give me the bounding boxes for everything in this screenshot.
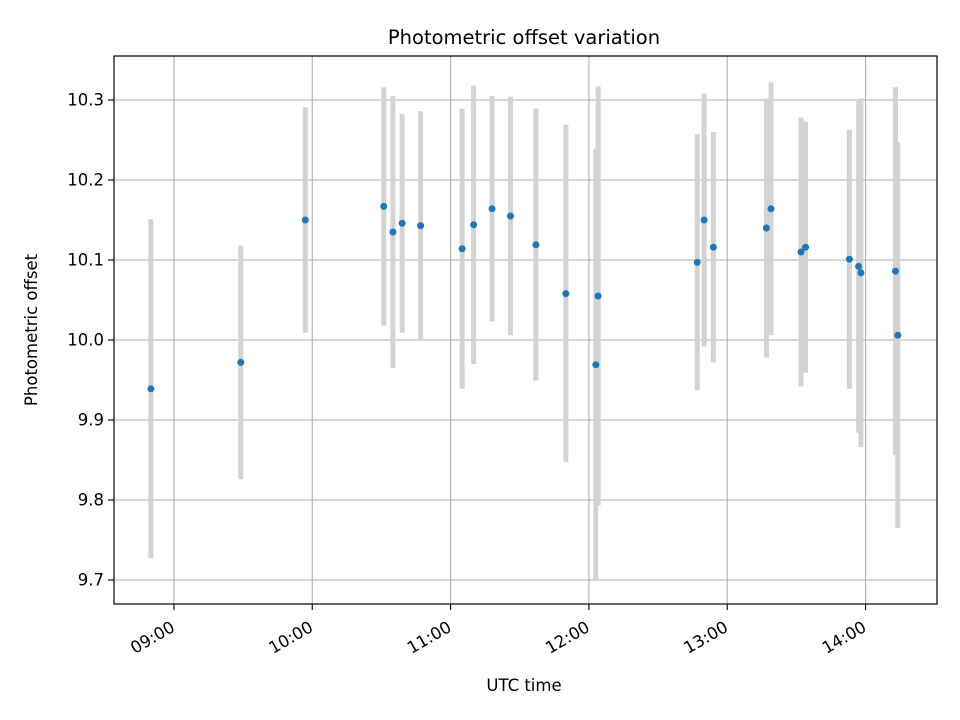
data-point (147, 385, 155, 393)
y-axis-title: Photometric offset (22, 253, 41, 406)
y-tick-label: 10.3 (67, 91, 104, 110)
y-tick-label: 10.1 (67, 251, 104, 270)
x-tick-label: 10:00 (266, 617, 317, 657)
data-point (389, 228, 397, 236)
x-tick-label: 11:00 (404, 617, 455, 657)
data-point (301, 216, 309, 224)
data-point (470, 221, 478, 229)
y-tick-label: 9.8 (78, 491, 104, 510)
data-point (532, 241, 540, 249)
y-axis-ticks: 9.7 9.8 9.9 10.0 10.1 10.2 10.3 (67, 91, 114, 590)
data-point (562, 290, 570, 298)
x-axis-title: UTC time (486, 676, 561, 695)
data-point (592, 361, 600, 369)
y-tick-label: 10.0 (67, 331, 104, 350)
data-point (762, 224, 770, 232)
error-bars (148, 82, 901, 581)
x-tick-label: 12:00 (542, 617, 593, 657)
y-tick-label: 9.9 (78, 411, 104, 430)
y-tick-label: 10.2 (67, 171, 104, 190)
data-point (894, 331, 902, 339)
data-point (700, 216, 708, 224)
plot-frame (113, 55, 938, 605)
x-tick-label: 09:00 (127, 617, 178, 657)
data-point (892, 267, 900, 275)
data-point (693, 258, 701, 266)
data-point (802, 243, 810, 251)
data-point (845, 255, 853, 263)
data-point (855, 262, 863, 270)
data-points (147, 202, 902, 393)
x-axis-ticks: 09:00 10:00 11:00 12:00 13:00 14:00 (127, 604, 870, 658)
y-tick-label: 9.7 (78, 571, 104, 590)
data-point (797, 248, 805, 256)
data-point (594, 292, 602, 300)
data-point (458, 245, 466, 253)
chart-title: Photometric offset variation (388, 26, 660, 49)
grid-lines (114, 56, 937, 604)
data-point (380, 202, 388, 210)
data-point (857, 269, 865, 277)
data-point (237, 358, 245, 366)
x-tick-label: 13:00 (681, 617, 732, 657)
data-point (398, 219, 406, 227)
data-point (488, 205, 496, 213)
x-tick-label: 14:00 (819, 617, 870, 657)
data-point (709, 243, 717, 251)
data-point (507, 212, 515, 220)
data-point (417, 222, 425, 230)
data-point (767, 205, 775, 213)
